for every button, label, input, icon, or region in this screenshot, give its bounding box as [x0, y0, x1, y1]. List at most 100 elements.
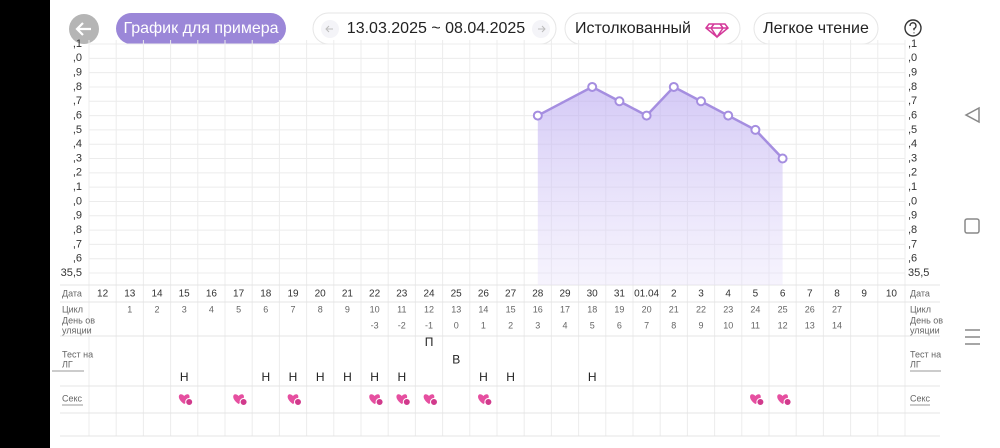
cycle-day: 8 [318, 304, 323, 314]
check-badge [294, 398, 302, 406]
date-label: 12 [97, 289, 109, 300]
check-badge [484, 398, 493, 406]
y-tick-label-right: ,1 [908, 181, 917, 193]
example-label: График для примера [123, 20, 278, 37]
lh-result: Н [343, 370, 352, 384]
lh-result: Н [261, 370, 270, 384]
ovulation-day: 5 [590, 320, 595, 330]
check-badge [430, 398, 438, 406]
date-label: 30 [587, 289, 599, 300]
help-icon [909, 22, 917, 34]
date-label: 01.04 [634, 289, 659, 300]
cycle-day: 5 [236, 304, 241, 314]
ovulation-day: 1 [481, 320, 486, 330]
cycle-day: 18 [587, 304, 597, 314]
mode-label: Истолкованный [575, 20, 691, 37]
cycle-day: 16 [533, 304, 543, 314]
help-button[interactable] [904, 19, 922, 37]
cycle-day: 23 [723, 304, 733, 314]
area [537, 86, 783, 285]
date-label: 18 [260, 289, 272, 300]
cycle-day: 7 [290, 304, 295, 314]
cycle-day: 20 [642, 304, 652, 314]
lh-result: Н [180, 370, 189, 384]
y-tick-label: ,9 [73, 67, 82, 79]
cycle-day: 3 [182, 304, 187, 314]
y-tick-label: ,8 [73, 224, 82, 236]
row-label: Дата [62, 288, 82, 298]
y-tick-label-right: ,0 [908, 195, 917, 207]
cycle-day: 15 [506, 304, 516, 314]
date-label: 4 [725, 289, 731, 300]
y-tick-label: ,5 [73, 124, 82, 136]
row-label-right: Тест на [910, 349, 941, 359]
row-label-right: Дата [910, 288, 930, 298]
check-badge [756, 398, 765, 406]
y-tick-label: ,6 [73, 253, 82, 265]
point [587, 81, 598, 92]
point [614, 96, 625, 107]
y-tick-label-right: ,9 [908, 210, 917, 222]
date-label: 22 [369, 289, 381, 300]
y-tick-label-right: ,6 [908, 253, 917, 265]
ovulation-day: -1 [425, 320, 433, 330]
lh-result: В [452, 353, 460, 367]
date-label: 17 [233, 289, 245, 300]
cycle-day: 4 [209, 304, 214, 314]
ovulation-day: 8 [671, 320, 676, 330]
date-label: 6 [780, 289, 786, 300]
lh-result: Н [588, 370, 597, 384]
cycle-day: 11 [397, 304, 406, 314]
check-badge [239, 398, 248, 406]
ovulation-day: 12 [778, 320, 788, 330]
point [641, 110, 652, 121]
ovulation-day: 2 [508, 320, 513, 330]
check-badge [402, 398, 411, 406]
row-label: уляции [62, 325, 92, 335]
point [723, 110, 734, 121]
y-tick-label: ,4 [73, 138, 82, 150]
y-tick-label: ,9 [73, 210, 82, 222]
date-label: 25 [451, 289, 463, 300]
next-icon [538, 25, 546, 33]
date-label: 31 [614, 289, 626, 300]
nav-home[interactable] [964, 218, 980, 234]
y-tick-label: ,3 [73, 152, 82, 164]
y-tick-label: ,0 [73, 195, 82, 207]
cycle-day: 26 [805, 304, 815, 314]
nav-back[interactable] [964, 106, 980, 124]
point [696, 96, 706, 107]
date-label: 20 [315, 289, 327, 300]
row-label-right: День ов [910, 315, 943, 325]
ovulation-day: 4 [562, 320, 567, 330]
grid [60, 40, 940, 437]
date-label: 14 [151, 289, 163, 300]
y-tick-label: ,7 [73, 95, 82, 107]
y-tick-label-right: ,3 [908, 152, 917, 164]
y-tick-label-right: ,5 [908, 124, 917, 136]
lh-result: Н [316, 370, 325, 384]
ovulation-day: 13 [805, 320, 815, 330]
nav-recent[interactable] [965, 329, 980, 345]
cycle-day: 25 [778, 304, 788, 314]
date-label: 16 [206, 289, 218, 300]
ovulation-day: 6 [617, 320, 622, 330]
diamond-icon [704, 23, 730, 39]
date-label: 3 [698, 289, 704, 300]
date-label: 15 [179, 289, 191, 300]
example-button[interactable] [116, 13, 286, 44]
cycle-day: 27 [832, 304, 842, 314]
y-tick-label: ,6 [73, 109, 82, 121]
date-label: 21 [342, 289, 354, 300]
row-label-right: уляции [910, 325, 940, 335]
lh-result: Н [479, 370, 488, 384]
date-label: 2 [671, 289, 677, 300]
ovulation-day: 9 [698, 320, 703, 330]
date-label: 7 [807, 289, 813, 300]
ovulation-day: 7 [644, 320, 649, 330]
date-label: 10 [886, 289, 898, 300]
ovulation-day: 10 [723, 320, 733, 330]
y-tick-label-right: 35,5 [908, 267, 929, 279]
y-tick-label-right: ,2 [908, 167, 917, 179]
